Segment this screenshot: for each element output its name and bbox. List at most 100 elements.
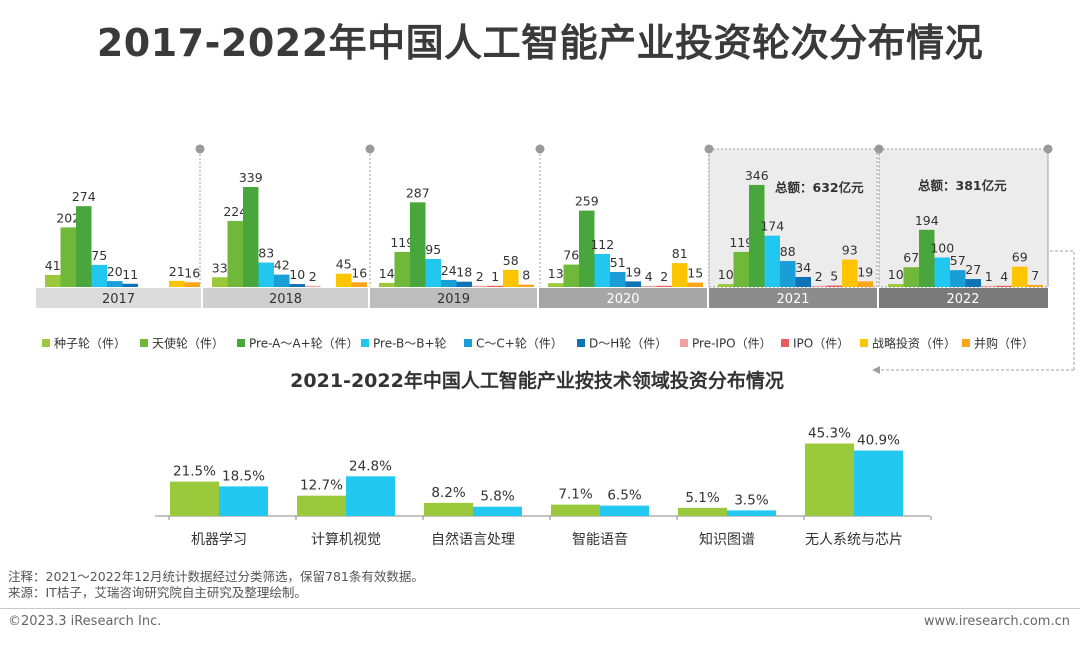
data-label: 10 [718,267,734,282]
legend-swatch [860,339,868,347]
data-label: 21 [169,264,185,279]
data-label: 3.5% [734,492,768,508]
bar [472,285,488,287]
category-label: 机器学习 [191,532,247,548]
data-label: 34 [795,260,811,275]
total-annotation-2022: 总额：381亿元 [918,178,1007,193]
bar [857,281,873,287]
separator-pin [365,144,375,154]
category-label: 2020 [606,292,639,307]
bar [297,495,346,516]
data-label: 69 [1012,250,1028,265]
data-label: 12.7% [300,478,343,494]
bar [678,507,727,516]
category-label: 2017 [102,292,135,307]
bar [718,284,734,287]
data-label: 2 [660,269,668,284]
legend-label: IPO（件） [793,337,849,351]
data-label: 100 [930,241,954,256]
bar [336,273,352,287]
bar [919,229,935,287]
data-label: 346 [745,168,769,183]
category-label: 知识图谱 [699,531,755,548]
data-label: 339 [239,170,263,185]
data-label: 81 [672,246,688,261]
legend-swatch [781,339,789,347]
legend-swatch [42,339,50,347]
data-label: 274 [72,189,96,204]
data-label: 1 [491,269,499,284]
legend-label: 天使轮（件） [152,336,224,351]
bar [169,280,185,287]
bar [563,264,579,287]
legend-label: 并购（件） [974,336,1034,351]
year-band [203,288,368,308]
data-label: 83 [258,246,274,261]
data-label: 42 [274,258,290,273]
bar [45,274,61,287]
bar [305,285,321,287]
bar [950,270,966,287]
bar [170,481,219,516]
bar [854,450,903,516]
data-label: 67 [903,250,919,265]
data-label: 5.8% [480,489,514,505]
tech-field-chart: 2021-2022年中国人工智能产业按技术领域投资分布情况 21.5% 12.7% 8… [155,366,1074,548]
copyright: ©2023.3 iResearch Inc. [8,614,162,629]
bar [687,282,703,287]
data-label: 119 [390,235,414,250]
bar [394,251,410,287]
data-label: 19 [625,264,641,279]
bar [749,184,765,287]
bar [503,269,519,287]
total-annotation-2021: 总额：632亿元 [775,180,864,195]
bar [91,264,107,287]
data-label: 194 [915,213,939,228]
data-label: 174 [760,219,784,234]
separator-pin [535,144,545,154]
bar [826,285,842,287]
bar [289,284,305,287]
bar [227,220,243,287]
legend-swatch [361,339,369,347]
data-label: 16 [184,265,200,280]
source-line: 来源：IT桔子，艾瑞咨询研究院自主研究及整理绘制。 [8,585,307,600]
data-label: 224 [223,204,247,219]
separator-pin [874,144,884,154]
bar [903,267,919,287]
bar [727,510,776,516]
legend-swatch [140,339,148,347]
bar [551,504,600,516]
category-label: 2022 [946,292,979,307]
category-label: 计算机视觉 [311,532,381,548]
data-label: 33 [212,260,228,275]
bar [672,263,688,287]
bar [219,486,268,516]
website-link[interactable]: www.iresearch.com.cn [923,614,1070,629]
data-label: 45.3% [808,426,851,442]
data-label: 259 [575,194,599,209]
bar [243,186,259,287]
page-title: 2017-2022年中国人工智能产业投资轮次分布情况 [96,21,984,65]
category-label: 智能语音 [572,531,628,548]
data-label: 75 [91,248,107,263]
bar [379,282,395,287]
bar [548,283,564,287]
bar [60,227,76,287]
legend-swatch [464,339,472,347]
footer-divider [0,608,1080,609]
data-label: 8.2% [431,485,465,501]
data-label: 95 [425,242,441,257]
data-label: 287 [406,185,430,200]
year-band [879,288,1048,308]
year-band [370,288,537,308]
year-band [539,288,707,308]
data-label: 13 [548,266,564,281]
data-label: 5.1% [685,490,719,506]
data-label: 119 [729,235,753,250]
data-label: 27 [965,262,981,277]
connector-line [1050,250,1075,370]
data-label: 20 [107,264,123,279]
data-label: 93 [842,243,858,258]
